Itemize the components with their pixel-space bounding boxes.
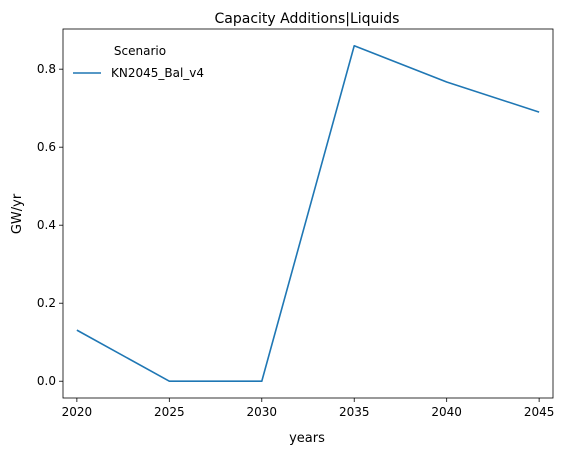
y-axis: 0.0 0.2 0.4 0.6 0.8 <box>37 62 63 388</box>
x-axis-label: years <box>289 431 325 446</box>
y-tick-label: 0.4 <box>37 218 56 232</box>
y-axis-label: GW/yr <box>10 193 25 234</box>
y-tick-label: 0.6 <box>37 140 56 154</box>
x-tick-label: 2020 <box>62 405 93 419</box>
y-tick-label: 0.0 <box>37 374 56 388</box>
legend-title: Scenario <box>114 44 166 58</box>
chart-title: Capacity Additions|Liquids <box>215 11 400 27</box>
plot-area <box>62 28 554 399</box>
legend-label: KN2045_Bal_v4 <box>111 66 204 80</box>
x-axis: 2020 2025 2030 2035 2040 2045 <box>62 398 555 419</box>
legend: Scenario KN2045_Bal_v4 <box>73 44 204 80</box>
series-group <box>76 44 540 383</box>
y-tick-label: 0.8 <box>37 62 56 76</box>
x-tick-label: 2035 <box>339 405 370 419</box>
series-line-0 <box>76 44 540 383</box>
x-tick-label: 2030 <box>247 405 278 419</box>
y-tick-label: 0.2 <box>37 296 56 310</box>
x-tick-label: 2025 <box>154 405 185 419</box>
x-tick-label: 2045 <box>524 405 555 419</box>
x-tick-label: 2040 <box>431 405 462 419</box>
